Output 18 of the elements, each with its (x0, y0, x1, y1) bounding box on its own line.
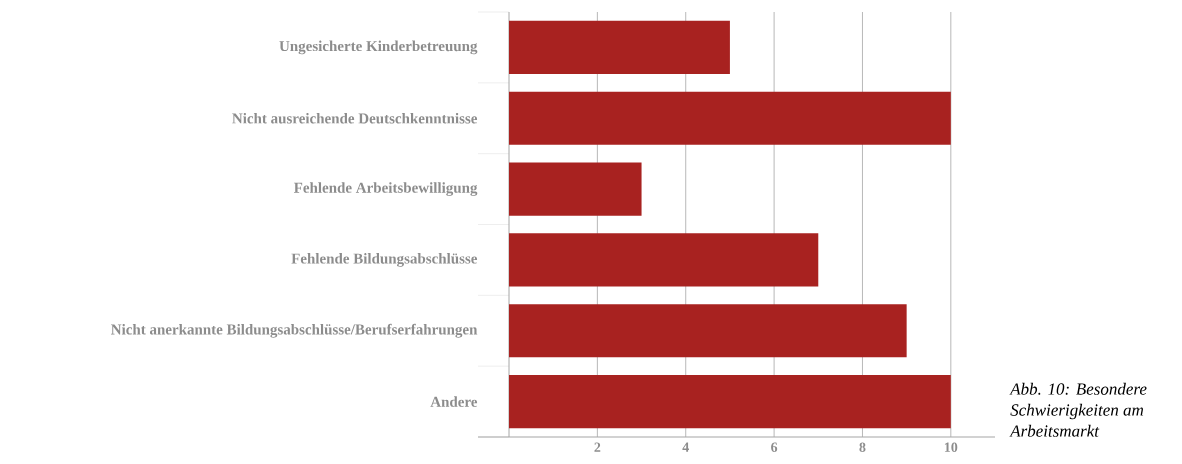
x-tick-label: 2 (594, 442, 601, 452)
x-tick-label: 8 (859, 442, 866, 452)
y-tick-label: Fehlende Arbeitsbewilligung (293, 182, 478, 196)
y-tick-label: Andere (430, 396, 478, 407)
bar (509, 162, 642, 216)
y-tick-label: Nicht anerkannte Bildungsabschlüsse/Berufserfahrungen (111, 323, 478, 338)
bar (509, 375, 951, 429)
y-tick-label: Fehlende Bildungsabschlüsse (291, 253, 478, 267)
caption: Abb. 10: Besondere Schwierigkeiten am Arbeitsmarkt (1009, 382, 1147, 437)
x-tick-label: 4 (682, 442, 689, 452)
bar (509, 304, 907, 358)
x-tick-label: 6 (771, 442, 778, 452)
y-tick-label: Ungesicherte Kinderbetreuung (279, 40, 478, 55)
bar (509, 20, 730, 74)
x-tick-label: 10 (944, 442, 958, 452)
y-tick-label: Nicht ausreichende Deutschkenntnisse (232, 112, 478, 124)
bar (509, 233, 819, 287)
bar (509, 91, 951, 145)
